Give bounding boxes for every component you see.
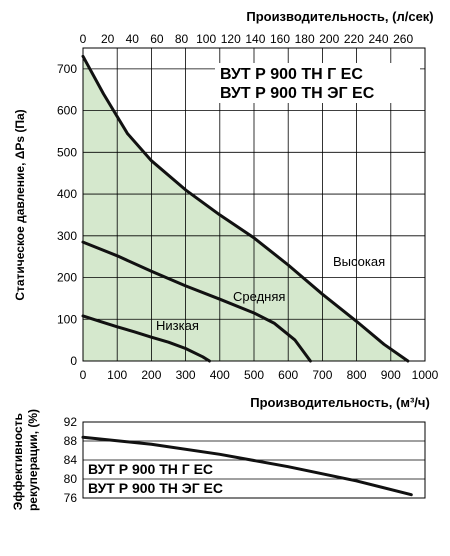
efficiency-y-axis-label-line-2: рекуперации, (%): [26, 409, 40, 511]
efficiency-curve: [81, 435, 413, 497]
efficiency-y-tick-label: 76: [64, 491, 78, 505]
series-label-medium: Средняя: [233, 289, 285, 304]
x2-tick-label: 200: [319, 32, 339, 46]
y-axis-label: Статическое давление, ΔPs (Па): [13, 109, 27, 300]
operating-area-fill: [83, 56, 408, 361]
bottom-axis-label: Производительность, (м³/ч): [250, 395, 430, 410]
efficiency-y-axis-label: Эффективность рекуперации, (%): [11, 409, 40, 511]
x2-tick-label: 140: [245, 32, 265, 46]
x2-tick-label: 220: [344, 32, 364, 46]
curve-low: [81, 314, 211, 363]
curve-high: [81, 54, 410, 363]
x-tick-labels: 0 100 200 300 400 500 600 700 800 900 1000: [80, 368, 439, 382]
curve-medium: [81, 240, 312, 363]
efficiency-curves: [81, 435, 413, 497]
x-tick-label: 100: [107, 368, 127, 382]
x-tick-label: 200: [141, 368, 161, 382]
model-title-background: [215, 63, 420, 103]
x2-tick-label: 80: [175, 32, 189, 46]
efficiency-model-line-2: ВУТ Р 900 ТН ЭГ ЕС: [88, 480, 223, 496]
efficiency-plot-frame: [82, 421, 426, 499]
series-label-low: Низкая: [156, 318, 199, 333]
top-axis-label: Производительность, (л/сек): [246, 9, 433, 24]
model-title-line-1: ВУТ Р 900 ТН Г ЕС: [220, 66, 363, 83]
efficiency-y-tick-label: 88: [64, 434, 78, 448]
x-tick-label: 1000: [412, 368, 439, 382]
main-plot-frame: [82, 47, 426, 362]
y-tick-label: 300: [57, 229, 77, 243]
x2-tick-label: 100: [196, 32, 216, 46]
x-tick-label: 400: [210, 368, 230, 382]
efficiency-y-tick-labels: 76 80 84 88 92: [64, 415, 78, 505]
x-tick-label: 800: [347, 368, 367, 382]
y-tick-label: 0: [70, 354, 77, 368]
y-tick-labels: 0 100 200 300 400 500 600 700: [57, 62, 77, 368]
efficiency-model-line-1: ВУТ Р 900 ТН Г ЕС: [88, 461, 213, 477]
y-tick-label: 600: [57, 104, 77, 118]
y-tick-label: 700: [57, 62, 77, 76]
x2-tick-label: 180: [295, 32, 315, 46]
efficiency-y-axis-label-line-1: Эффективность: [11, 413, 25, 510]
efficiency-y-tick-label: 92: [64, 415, 78, 429]
model-title-line-2: ВУТ Р 900 ТН ЭГ ЕС: [220, 85, 375, 102]
x2-tick-label: 160: [270, 32, 290, 46]
x2-tick-label: 260: [393, 32, 413, 46]
x2-tick-label: 20: [101, 32, 115, 46]
y-tick-label: 100: [57, 312, 77, 326]
y-tick-label: 200: [57, 271, 77, 285]
x2-tick-label: 120: [221, 32, 241, 46]
x2-tick-labels: 0 20 40 60 80 100 120 140 160 180 200 220 240 260: [80, 32, 414, 46]
x-tick-label: 300: [176, 368, 196, 382]
x-tick-label: 600: [278, 368, 298, 382]
x-tick-label: 900: [381, 368, 401, 382]
x2-tick-label: 60: [150, 32, 164, 46]
efficiency-y-tick-label: 80: [64, 472, 78, 486]
main-curves: [81, 54, 410, 363]
x-tick-label: 500: [244, 368, 264, 382]
y-tick-label: 400: [57, 187, 77, 201]
series-label-high: Высокая: [333, 254, 385, 269]
x2-tick-label: 240: [368, 32, 388, 46]
x-tick-label: 0: [80, 368, 87, 382]
x2-tick-label: 40: [126, 32, 140, 46]
x-tick-label: 700: [312, 368, 332, 382]
efficiency-y-tick-label: 84: [64, 453, 78, 467]
y-tick-label: 500: [57, 145, 77, 159]
x2-tick-label: 0: [80, 32, 87, 46]
